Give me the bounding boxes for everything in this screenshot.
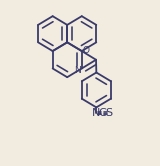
Text: S: S: [105, 108, 112, 118]
Text: N: N: [92, 108, 100, 118]
Text: N: N: [74, 66, 81, 75]
Text: C: C: [99, 108, 106, 118]
Text: O: O: [82, 45, 89, 55]
